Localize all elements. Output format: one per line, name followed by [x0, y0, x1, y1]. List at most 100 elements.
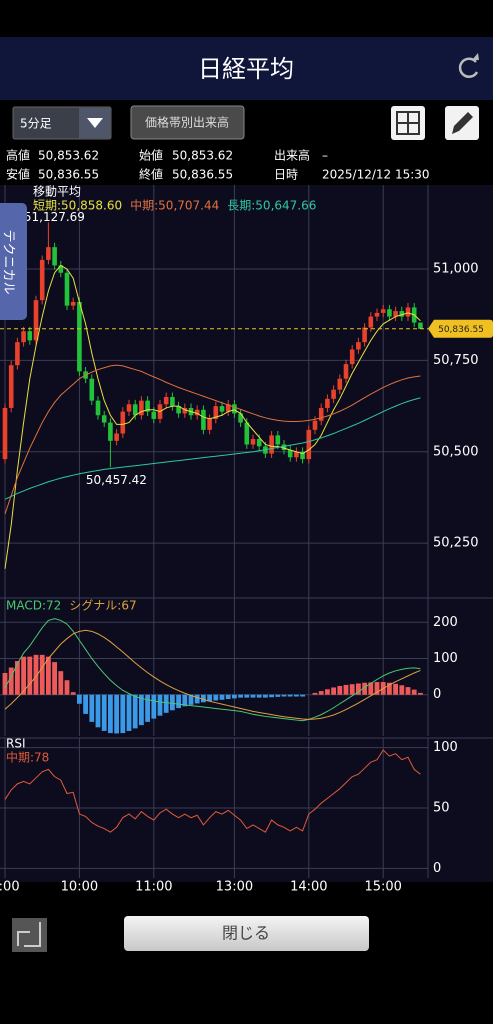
histogram-bar	[120, 694, 126, 734]
legend-entry: シグナル:67	[69, 599, 136, 613]
candle-body	[77, 301, 82, 372]
info-value: 50,836.55	[38, 168, 99, 182]
candle-body	[176, 406, 181, 414]
histogram-bar	[418, 692, 423, 695]
x-tick-label: 15:00	[364, 880, 401, 895]
info-panel: 高値 50,853.62 始値 50,853.62 出来高 – 安値 50,836.55 終値 5…	[6, 148, 430, 182]
rotate-button[interactable]	[12, 918, 47, 952]
histogram-bar	[151, 694, 157, 719]
technical-tab[interactable]: テクニカル	[0, 203, 27, 320]
candle-body	[250, 439, 256, 445]
candle-body	[337, 378, 343, 390]
draw-button[interactable]	[445, 106, 479, 140]
y-tick-label: 200	[433, 615, 458, 630]
candle-body	[151, 411, 157, 419]
y-tick-label: 50	[433, 801, 450, 816]
histogram-bar	[374, 682, 380, 695]
legend-entry: 長期:50,647.66	[227, 199, 316, 213]
histogram-bar	[52, 662, 57, 695]
info-label: 始値	[139, 148, 163, 163]
candle-body	[225, 404, 231, 412]
info-value: 50,836.55	[172, 168, 233, 182]
info-value: –	[322, 149, 328, 163]
last-price-tag	[428, 319, 493, 338]
histogram-bar	[89, 694, 95, 722]
candle-body	[70, 301, 76, 306]
close-button[interactable]: 閉じる	[124, 916, 369, 951]
histogram-bar	[194, 694, 200, 704]
chart-title: 移動平均	[33, 185, 81, 199]
candle-body	[108, 422, 113, 441]
histogram-bar	[15, 661, 20, 695]
series-line	[4, 364, 421, 515]
info-value: 50,853.62	[38, 149, 99, 163]
histogram-bar	[225, 694, 231, 700]
histogram-bar	[219, 694, 225, 700]
status-bar	[0, 0, 493, 37]
candle-body	[356, 342, 361, 350]
candle-body	[39, 259, 45, 301]
histogram-bar	[368, 682, 374, 695]
histogram-bar	[325, 689, 330, 695]
candle-body	[393, 311, 398, 317]
histogram-bar	[145, 694, 150, 722]
histogram-bar	[176, 694, 181, 709]
info-label: 安値	[6, 167, 30, 182]
period-dropdown[interactable]: 5分足	[12, 106, 112, 140]
series-line	[4, 264, 421, 569]
candle-body	[101, 415, 107, 423]
histogram-bar	[21, 656, 26, 695]
series-line	[4, 629, 421, 720]
candle-body	[89, 378, 95, 401]
y-tick-label: 51,000	[433, 262, 479, 277]
x-tick-label: 13:00	[216, 880, 253, 895]
info-label: 日時	[274, 168, 298, 182]
candle-body	[256, 439, 262, 447]
y-tick-label: 0	[433, 687, 441, 702]
histogram-bar	[244, 694, 250, 698]
histogram-bar	[287, 694, 293, 697]
series-line	[4, 618, 421, 722]
candle-body	[58, 265, 64, 273]
candle-body	[194, 409, 200, 416]
layout-button[interactable]	[391, 106, 425, 140]
histogram-bar	[356, 683, 361, 695]
volume-profile-label: 価格帯別出来高	[145, 115, 229, 130]
candle-body	[343, 364, 349, 379]
candle-body	[95, 400, 101, 416]
candle-body	[64, 272, 70, 306]
histogram-bar	[256, 694, 262, 698]
histogram-bar	[312, 692, 318, 695]
candle-body	[232, 404, 237, 414]
candle-body	[387, 309, 392, 317]
histogram-bar	[294, 694, 299, 697]
histogram-bar	[132, 694, 138, 729]
histogram-bar	[126, 694, 132, 731]
histogram-bar	[201, 694, 206, 703]
histogram-bar	[300, 694, 305, 697]
legend-entry: 中期:78	[6, 750, 49, 765]
refresh-button[interactable]	[458, 53, 479, 78]
candle-body	[244, 422, 250, 445]
histogram-bar	[343, 684, 349, 695]
candle-body	[418, 322, 423, 329]
header-title: 日経平均	[198, 55, 294, 83]
candle-body	[294, 451, 299, 458]
annotation: 51,127.69	[24, 210, 85, 224]
volume-profile-button[interactable]: 価格帯別出来高	[130, 105, 245, 140]
histogram-bar	[188, 694, 194, 705]
histogram-bar	[281, 694, 287, 697]
y-tick-label: 100	[433, 651, 458, 666]
info-label: 高値	[6, 148, 30, 163]
histogram-bar	[269, 694, 274, 698]
x-tick-label: 9:00	[0, 880, 20, 895]
candle-body	[287, 449, 293, 458]
candle-body	[120, 411, 126, 434]
info-label: 終値	[139, 167, 163, 182]
histogram-bar	[2, 672, 8, 695]
histogram-bar	[238, 694, 243, 698]
x-tick-label: 10:00	[61, 880, 98, 895]
histogram-bar	[139, 694, 144, 726]
